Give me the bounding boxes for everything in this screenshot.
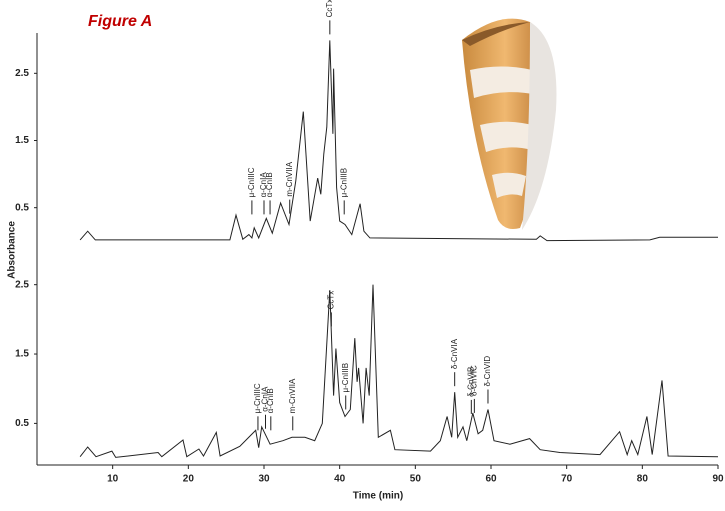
y-tick-label: 0.5	[15, 202, 29, 213]
annotation-label: δ-CnVIC	[469, 365, 478, 396]
x-tick-label: 90	[712, 474, 724, 485]
y-axis-label: Absorbance	[7, 221, 18, 279]
y-tick-label: 2.5	[15, 68, 29, 79]
x-tick-label: 40	[334, 474, 346, 485]
annotation-label: m-CnVIIA	[285, 161, 294, 196]
chart: Figure A Time (min) Absorbance 10 20 30 40 5…	[0, 0, 725, 506]
annotation-label: CcTx	[325, 0, 334, 17]
annotation-label: μ-CnIIIC	[247, 167, 256, 197]
x-tick-label: 60	[485, 474, 497, 485]
y-tick-label: 1.5	[15, 135, 29, 146]
y-tick-label: 2.5	[15, 279, 29, 290]
x-axis-label: Time (min)	[353, 491, 403, 502]
trace	[80, 285, 718, 458]
y-tick-label: 1.5	[15, 349, 29, 360]
x-tick-label: 10	[107, 474, 119, 485]
x-tick-label: 20	[183, 474, 195, 485]
figure-title: Figure A	[88, 13, 152, 30]
annotation-label: CcTx	[326, 291, 335, 310]
annotation-label: μ-CnIIIB	[339, 168, 348, 198]
shell-image	[462, 19, 556, 230]
x-tick-label: 70	[561, 474, 573, 485]
annotation-label: δ-CnVIA	[450, 338, 459, 369]
annotation-label: α-CnIB	[265, 172, 274, 197]
x-tick-label: 80	[637, 474, 649, 485]
x-tick-label: 50	[410, 474, 422, 485]
annotation-label: δ-CnVID	[483, 356, 492, 387]
y-tick-label: 0.5	[15, 418, 29, 429]
annotation-label: μ-CnIIIB	[341, 363, 350, 393]
x-tick-label: 30	[258, 474, 270, 485]
annotation-label: α-CnIB	[266, 388, 275, 413]
trace	[80, 40, 718, 240]
annotation-label: m-CnVIIA	[288, 378, 297, 413]
